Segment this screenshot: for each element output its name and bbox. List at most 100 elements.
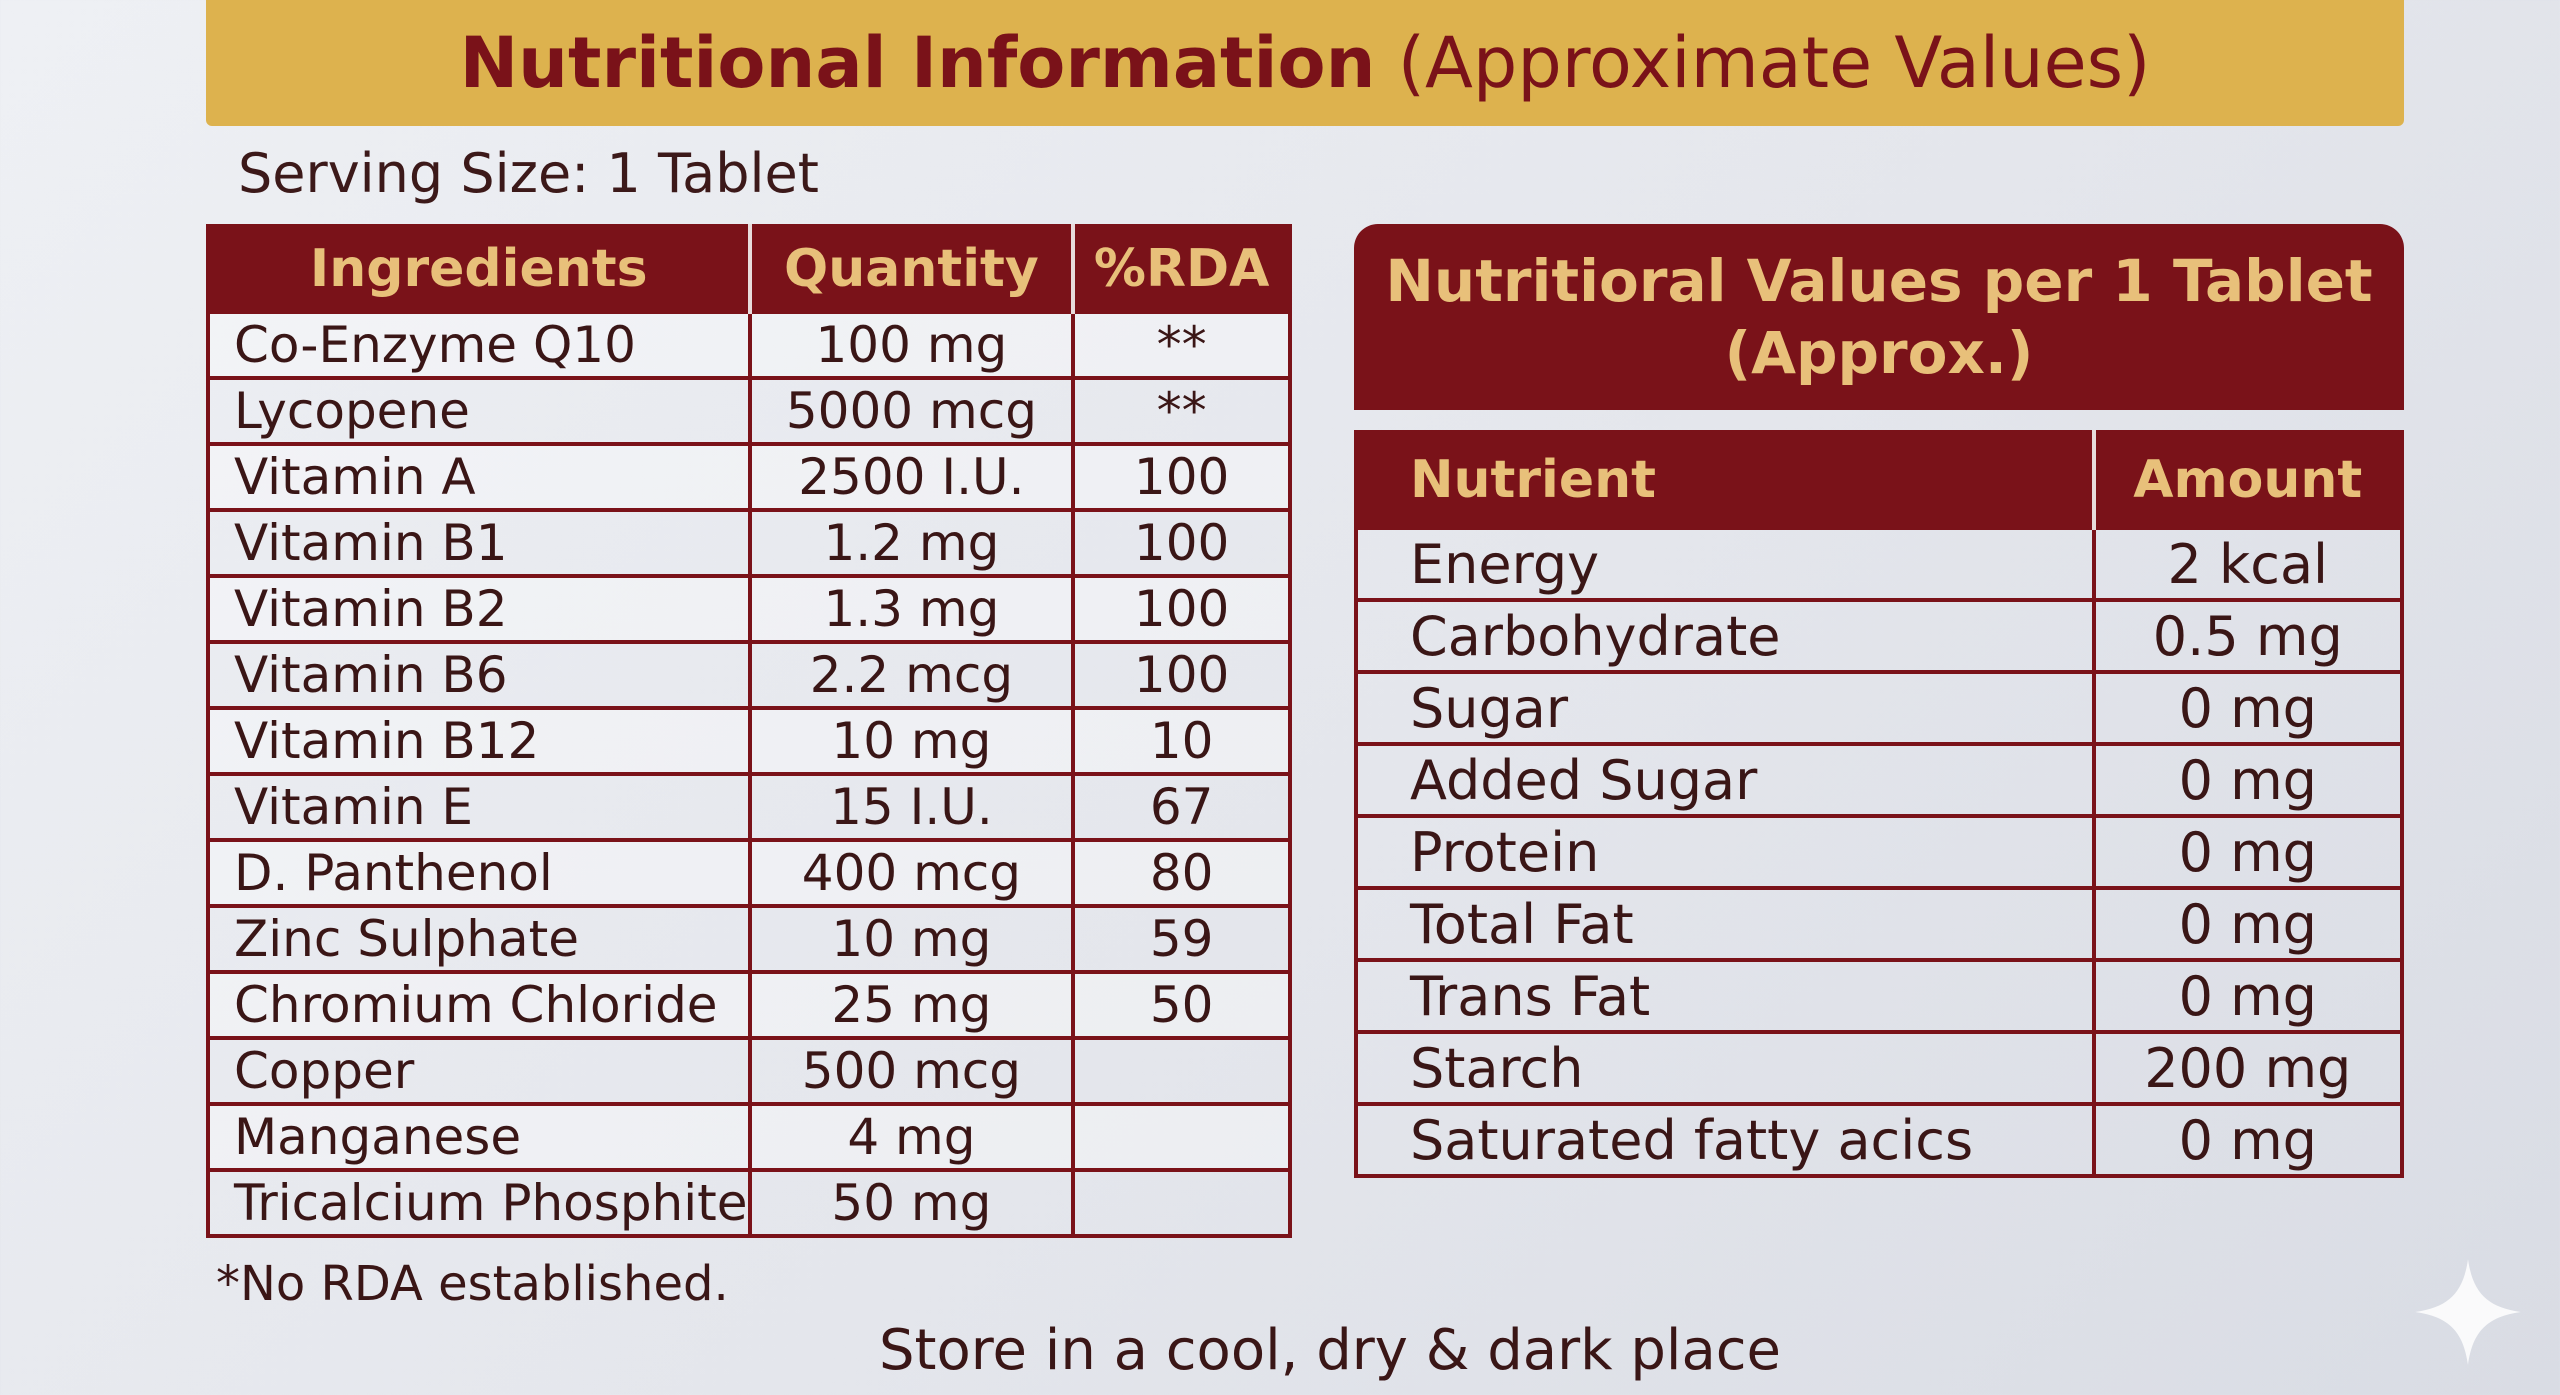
nutrient-amount: 0.5 mg: [2091, 598, 2405, 674]
table-row: Sugar 0 mg: [1354, 670, 2405, 746]
nutrient-amount: 0 mg: [2091, 814, 2405, 890]
ingredient-name: Co-Enzyme Q10: [206, 310, 752, 380]
sparkle-icon: [2415, 1259, 2521, 1365]
nutrient-amount: 0 mg: [2091, 886, 2405, 962]
table-row: Saturated fatty acics 0 mg: [1354, 1102, 2405, 1178]
ingredient-rda: 80: [1071, 838, 1292, 908]
nutrient-amount: 0 mg: [2091, 1102, 2405, 1178]
table-row: Chromium Chloride 25 mg 50: [206, 970, 1292, 1040]
table-row: Manganese 4 mg: [206, 1102, 1292, 1172]
ingredients-body: Co-Enzyme Q10 100 mg ** Lycopene 5000 mcg ** V…: [206, 310, 1292, 1238]
nutrient-amount: 0 mg: [2091, 958, 2405, 1034]
table-row: Vitamin A 2500 I.U. 100: [206, 442, 1292, 512]
header-amount: Amount: [2093, 432, 2402, 528]
ingredient-rda: [1071, 1036, 1292, 1106]
table-row: Trans Fat 0 mg: [1354, 958, 2405, 1034]
ingredient-name: Lycopene: [206, 376, 752, 446]
nutrient-header-row: Nutrient Amount: [1356, 432, 2402, 528]
title-bold: Nutritional Information: [459, 22, 1376, 104]
ingredient-rda: [1071, 1102, 1292, 1172]
title-subtitle: (Approximate Values): [1397, 22, 2151, 104]
ingredient-quantity: 1.2 mg: [747, 508, 1076, 578]
ingredient-quantity: 100 mg: [747, 310, 1076, 380]
nutrient-table: Nutrient Amount Energy 2 kcal Carbohydrate…: [1354, 430, 2405, 1178]
header-nutrient: Nutrient: [1356, 432, 2096, 528]
table-row: Copper 500 mcg: [206, 1036, 1292, 1106]
nutrient-name: Added Sugar: [1354, 742, 2096, 818]
nutrient-amount: 2 kcal: [2091, 526, 2405, 602]
nutrient-name: Starch: [1354, 1030, 2096, 1106]
ingredient-quantity: 400 mcg: [747, 838, 1076, 908]
ingredient-name: Vitamin B2: [206, 574, 752, 644]
ingredient-name: Vitamin B6: [206, 640, 752, 710]
table-row: Total Fat 0 mg: [1354, 886, 2405, 962]
ingredient-rda: 59: [1071, 904, 1292, 974]
nutrient-name: Carbohydrate: [1354, 598, 2096, 674]
header-rda: %RDA: [1073, 226, 1290, 312]
storage-note: Store in a cool, dry & dark place: [878, 1318, 1781, 1383]
ingredient-name: Vitamin B1: [206, 508, 752, 578]
ingredient-rda: [1071, 1168, 1292, 1238]
ingredient-rda: **: [1071, 376, 1292, 446]
ingredient-quantity: 15 I.U.: [747, 772, 1076, 842]
table-row: Added Sugar 0 mg: [1354, 742, 2405, 818]
ingredient-rda: 100: [1071, 508, 1292, 578]
table-row: Lycopene 5000 mcg **: [206, 376, 1292, 446]
ingredient-name: Tricalcium Phosphite: [206, 1168, 752, 1238]
ingredient-quantity: 2500 I.U.: [747, 442, 1076, 512]
heading-line-1: Nutritioral Values per 1 Tablet: [1385, 247, 2373, 315]
footnote: *No RDA established.: [216, 1256, 729, 1312]
ingredient-name: D. Panthenol: [206, 838, 752, 908]
nutrient-name: Sugar: [1354, 670, 2096, 746]
nutrient-name: Total Fat: [1354, 886, 2096, 962]
table-row: Energy 2 kcal: [1354, 526, 2405, 602]
nutrient-name: Saturated fatty acics: [1354, 1102, 2096, 1178]
table-row: Protein 0 mg: [1354, 814, 2405, 890]
ingredient-name: Zinc Sulphate: [206, 904, 752, 974]
ingredient-quantity: 4 mg: [747, 1102, 1076, 1172]
ingredient-rda: 100: [1071, 640, 1292, 710]
ingredient-quantity: 10 mg: [747, 904, 1076, 974]
ingredient-quantity: 5000 mcg: [747, 376, 1076, 446]
serving-size: Serving Size: 1 Tablet: [238, 142, 819, 205]
header-ingredients: Ingredients: [208, 226, 752, 312]
ingredient-quantity: 2.2 mcg: [747, 640, 1076, 710]
nutrient-body: Energy 2 kcal Carbohydrate 0.5 mg Sugar 0 mg A…: [1354, 526, 2405, 1178]
ingredient-rda: 100: [1071, 574, 1292, 644]
heading-line-2: (Approx.): [1724, 319, 2034, 387]
ingredient-name: Vitamin A: [206, 442, 752, 512]
ingredient-quantity: 10 mg: [747, 706, 1076, 776]
table-row: Vitamin B12 10 mg 10: [206, 706, 1292, 776]
title-banner: Nutritional Information (Approximate Val…: [206, 0, 2404, 126]
ingredient-name: Vitamin B12: [206, 706, 752, 776]
table-row: Vitamin B2 1.3 mg 100: [206, 574, 1292, 644]
nutrient-name: Protein: [1354, 814, 2096, 890]
table-row: Vitamin B1 1.2 mg 100: [206, 508, 1292, 578]
ingredient-rda: 10: [1071, 706, 1292, 776]
table-row: Starch 200 mg: [1354, 1030, 2405, 1106]
table-row: Carbohydrate 0.5 mg: [1354, 598, 2405, 674]
ingredient-rda: 67: [1071, 772, 1292, 842]
table-row: Co-Enzyme Q10 100 mg **: [206, 310, 1292, 380]
nutrient-name: Energy: [1354, 526, 2096, 602]
ingredient-name: Copper: [206, 1036, 752, 1106]
table-row: Tricalcium Phosphite 50 mg: [206, 1168, 1292, 1238]
ingredient-rda: 50: [1071, 970, 1292, 1040]
ingredient-name: Manganese: [206, 1102, 752, 1172]
table-row: Zinc Sulphate 10 mg 59: [206, 904, 1292, 974]
table-row: Vitamin E 15 I.U. 67: [206, 772, 1292, 842]
ingredient-quantity: 500 mcg: [747, 1036, 1076, 1106]
ingredient-quantity: 1.3 mg: [747, 574, 1076, 644]
table-row: D. Panthenol 400 mcg 80: [206, 838, 1292, 908]
ingredient-rda: **: [1071, 310, 1292, 380]
ingredients-table: Ingredients Quantity %RDA Co-Enzyme Q10 1…: [206, 224, 1292, 1238]
ingredient-rda: 100: [1071, 442, 1292, 512]
nutrient-name: Trans Fat: [1354, 958, 2096, 1034]
header-quantity: Quantity: [749, 226, 1076, 312]
table-row: Vitamin B6 2.2 mcg 100: [206, 640, 1292, 710]
nutrient-amount: 200 mg: [2091, 1030, 2405, 1106]
ingredients-header-row: Ingredients Quantity %RDA: [208, 226, 1290, 312]
nutrient-amount: 0 mg: [2091, 670, 2405, 746]
nutrient-amount: 0 mg: [2091, 742, 2405, 818]
ingredient-quantity: 25 mg: [747, 970, 1076, 1040]
